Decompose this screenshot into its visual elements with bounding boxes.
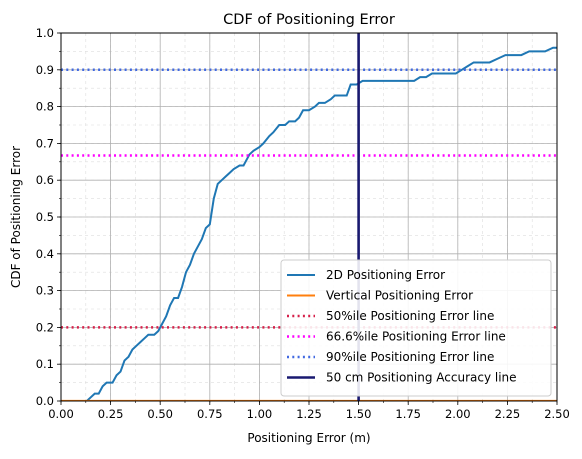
y-tick-label: 1.0 bbox=[36, 26, 54, 40]
y-axis-label: CDF of Positioning Error bbox=[9, 146, 23, 288]
legend-label: 50 cm Positioning Accuracy line bbox=[326, 371, 517, 385]
y-tick-label: 0.2 bbox=[36, 320, 54, 334]
legend-box bbox=[280, 259, 552, 397]
y-tick-label: 0.7 bbox=[36, 136, 54, 150]
x-tick-label: 1.25 bbox=[296, 407, 322, 421]
legend-label: 50%ile Positioning Error line bbox=[326, 309, 494, 323]
legend-label: 2D Positioning Error bbox=[326, 268, 445, 282]
legend-label: 90%ile Positioning Error line bbox=[326, 350, 494, 364]
y-tick-label: 0.6 bbox=[36, 173, 54, 187]
axes: 0.00 0.25 0.50 0.75 1.00 1.25 1.50 1.75 2.00 2.25… bbox=[36, 26, 570, 421]
legend-label: Vertical Positioning Error bbox=[326, 289, 473, 303]
x-axis-label: Positioning Error (m) bbox=[247, 431, 370, 445]
legend-label: 66.6%ile Positioning Error line bbox=[326, 330, 506, 344]
y-tick-label: 0.4 bbox=[36, 247, 54, 261]
y-tick-label: 0.9 bbox=[36, 63, 54, 77]
y-tick-label: 0.5 bbox=[36, 210, 54, 224]
series-line bbox=[61, 46, 557, 401]
x-tick-label: 0.00 bbox=[48, 407, 74, 421]
chart-title: CDF of Positioning Error bbox=[223, 12, 395, 28]
x-tick-label: 1.00 bbox=[247, 407, 273, 421]
legend: 2D Positioning Error Vertical Positioning… bbox=[280, 259, 552, 397]
x-tick-label: 2.50 bbox=[544, 407, 570, 421]
x-tick-label: 1.50 bbox=[346, 407, 372, 421]
x-tick-label: 0.25 bbox=[98, 407, 124, 421]
x-tick-label: 2.25 bbox=[495, 407, 521, 421]
y-tick-label: 0.0 bbox=[36, 394, 54, 408]
x-tick-label: 0.75 bbox=[197, 407, 223, 421]
y-tick-label: 0.3 bbox=[36, 284, 54, 298]
x-tick-label: 1.75 bbox=[395, 407, 421, 421]
y-tick-label: 0.8 bbox=[36, 100, 54, 114]
x-tick-label: 2.00 bbox=[445, 407, 471, 421]
x-tick-label: 0.50 bbox=[147, 407, 173, 421]
y-tick-label: 0.1 bbox=[36, 357, 54, 371]
